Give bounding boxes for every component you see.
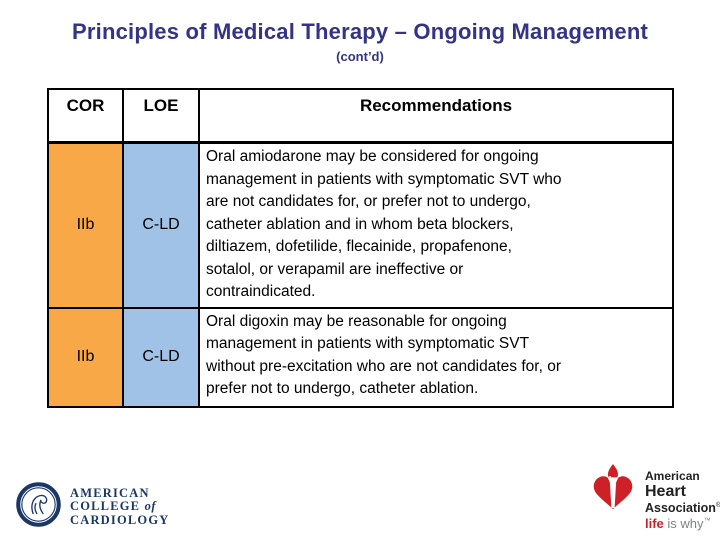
recommendation-line: Oral digoxin may be reasonable for ongoi…	[206, 312, 507, 330]
recommendation-text: Oral amiodarone may be considered for on…	[198, 141, 674, 309]
table-header-row: COR LOE Recommendations	[47, 88, 674, 144]
recommendation-line: management in patients with symptomatic …	[206, 170, 562, 188]
aha-word-association: Association®	[645, 501, 720, 516]
tagline-life: life	[645, 516, 664, 531]
loe-value: C-LD	[122, 306, 200, 408]
aha-heart-torch-icon	[586, 464, 640, 527]
recommendation-line: sotalol, or verapamil are ineffective or	[206, 260, 464, 278]
acc-word-college-of: COLLEGE of	[70, 499, 156, 514]
cor-value: IIb	[47, 141, 124, 309]
acc-word-cardiology: CARDIOLOGY	[70, 512, 170, 527]
cor-value: IIb	[47, 306, 124, 408]
aha-word-american: American	[645, 469, 700, 483]
tagline-is-why: is why	[663, 516, 704, 531]
recommendations-table: COR LOE Recommendations IIb C-LD Oral am…	[47, 88, 674, 408]
aha-logo-text: American Heart Association®	[645, 464, 720, 515]
acc-seal-icon	[16, 482, 61, 532]
table-row: IIb C-LD Oral amiodarone may be consider…	[47, 141, 674, 309]
acc-logo: AMERICAN COLLEGE of CARDIOLOGY	[16, 482, 170, 532]
recommendation-line: prefer not to undergo, catheter ablation…	[206, 380, 479, 397]
header-loe: LOE	[122, 88, 200, 144]
recommendation-line: contraindicated.	[206, 283, 316, 300]
acc-word-american: AMERICAN	[70, 485, 150, 500]
header-cor: COR	[47, 88, 124, 144]
aha-logo: American Heart Association®	[586, 464, 720, 527]
loe-value: C-LD	[122, 141, 200, 309]
table-row: IIb C-LD Oral digoxin may be reasonable …	[47, 306, 674, 408]
slide-title: Principles of Medical Therapy – Ongoing …	[72, 19, 648, 44]
recommendation-line: management in patients with symptomatic …	[206, 335, 530, 352]
recommendation-line: catheter ablation and in whom beta block…	[206, 215, 514, 233]
recommendation-line: without pre-excitation who are not candi…	[206, 357, 561, 375]
trademark-mark: ™	[703, 517, 711, 525]
header-recommendations: Recommendations	[198, 88, 674, 144]
slide-subtitle: (cont’d)	[336, 49, 384, 64]
recommendation-line: Oral amiodarone may be considered for on…	[206, 148, 539, 165]
registered-mark: ®	[715, 502, 720, 509]
recommendation-text: Oral digoxin may be reasonable for ongoi…	[198, 306, 674, 408]
aha-tagline: life is why™	[645, 516, 711, 531]
recommendation-line: are not candidates for, or prefer not to…	[206, 193, 531, 210]
recommendation-line: diltiazem, dofetilide, flecainide, propa…	[206, 238, 512, 255]
acc-logo-text: AMERICAN COLLEGE of CARDIOLOGY	[70, 485, 170, 528]
aha-word-heart: Heart	[645, 483, 686, 500]
